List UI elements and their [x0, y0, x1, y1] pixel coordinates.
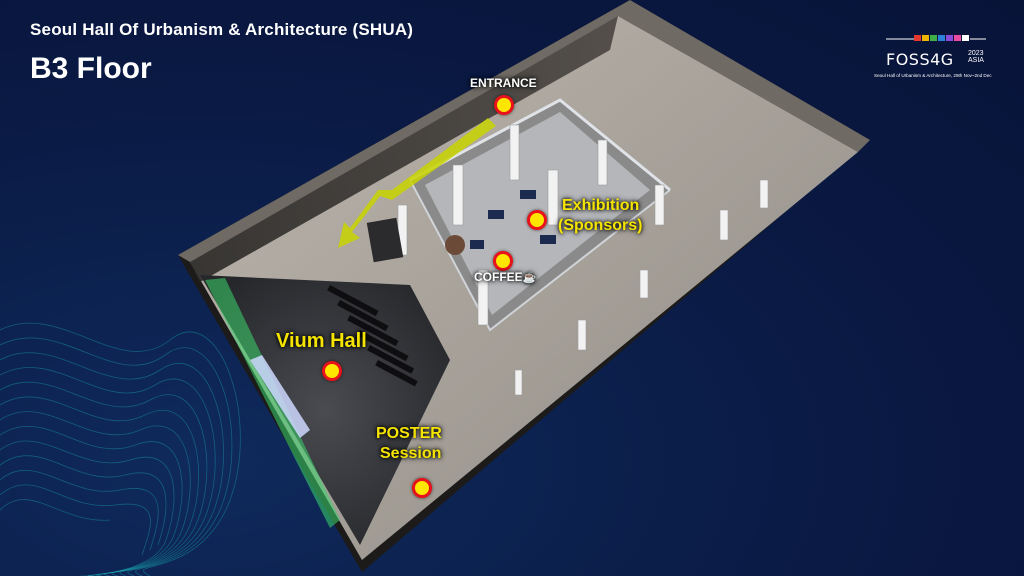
hall-screen	[250, 355, 310, 438]
entrance-label: ENTRANCE	[470, 76, 537, 90]
coffee-cup-icon: ☕	[522, 272, 537, 284]
vium-hall-marker-icon	[322, 361, 342, 381]
logo-color-stripes	[886, 35, 986, 41]
floor-title: B3 Floor	[30, 52, 152, 85]
logo-tagline: Seoul Hall of Urbanism & Architecture, 2…	[874, 73, 992, 78]
coffee-label-text: COFFEE	[474, 270, 523, 284]
coffee-label: COFFEE☕	[474, 270, 536, 284]
poster-label-line2: Session	[380, 445, 442, 462]
poster-label-line1: POSTER	[376, 425, 442, 442]
columns	[397, 124, 769, 396]
entrance-marker-icon	[494, 95, 514, 115]
exhibition-booths	[470, 190, 556, 249]
exhibition-glass-wall	[409, 98, 671, 192]
exhibition-label-line1: Exhibition	[562, 197, 640, 214]
logo-region: ASIA	[968, 57, 984, 64]
venue-subtitle: Seoul Hall Of Urbanism & Architecture (S…	[30, 20, 414, 39]
counter	[366, 217, 404, 263]
logo-year: 2023	[968, 50, 984, 57]
logo-year-region: 2023 ASIA	[968, 50, 984, 64]
coffee-table	[445, 235, 465, 255]
hall-seating	[327, 284, 418, 387]
foss4g-logo: FOSS4G 2023 ASIA Seoul Hall of Urbanism …	[872, 28, 1002, 86]
logo-wordmark: FOSS4G	[886, 50, 954, 69]
vium-hall-room	[200, 275, 450, 545]
wave-lines-decoration	[0, 322, 241, 576]
direction-arrow-icon	[338, 118, 496, 248]
poster-marker-icon	[412, 478, 432, 498]
exhibition-label-line2: (Sponsors)	[558, 217, 643, 234]
hall-green-light	[205, 278, 340, 528]
left-wall	[190, 16, 618, 282]
exhibition-marker-icon	[527, 210, 547, 230]
coffee-marker-icon	[493, 251, 513, 271]
vium-hall-label: Vium Hall	[276, 330, 367, 352]
exhibition-glass-wall-front	[409, 179, 671, 332]
